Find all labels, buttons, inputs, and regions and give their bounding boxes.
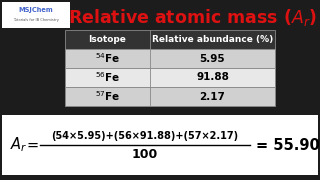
- Text: 91.88: 91.88: [196, 73, 229, 82]
- Bar: [65, 87, 275, 106]
- Bar: [65, 49, 275, 68]
- Bar: [65, 30, 275, 49]
- Bar: [2, 115, 318, 175]
- Text: Relative atomic mass ($A_r$): Relative atomic mass ($A_r$): [68, 6, 316, 28]
- Text: $A_r$: $A_r$: [10, 136, 28, 154]
- Text: 100: 100: [132, 147, 158, 161]
- Text: =: =: [26, 138, 38, 152]
- Text: MSJChem: MSJChem: [19, 7, 53, 13]
- Text: 5.95: 5.95: [200, 53, 225, 64]
- Text: Isotope: Isotope: [89, 35, 126, 44]
- Text: 2.17: 2.17: [200, 91, 225, 102]
- Text: Relative abundance (%): Relative abundance (%): [152, 35, 273, 44]
- Bar: [2, 2, 70, 28]
- Text: = 55.90: = 55.90: [256, 138, 320, 152]
- Text: $^{54}$Fe: $^{54}$Fe: [95, 52, 120, 65]
- Text: $^{57}$Fe: $^{57}$Fe: [95, 90, 120, 103]
- Text: (54×5.95)+(56×91.88)+(57×2.17): (54×5.95)+(56×91.88)+(57×2.17): [52, 131, 239, 141]
- Text: Tutorials for IB Chemistry: Tutorials for IB Chemistry: [13, 18, 59, 22]
- Bar: [65, 68, 275, 87]
- Text: $^{56}$Fe: $^{56}$Fe: [95, 71, 120, 84]
